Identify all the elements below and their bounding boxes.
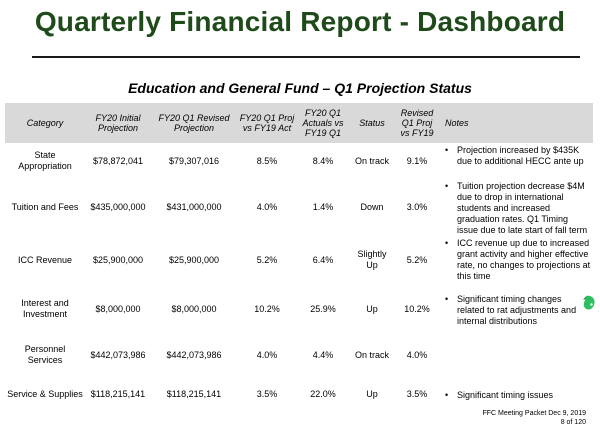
table-row: Interest and Investment $8,000,000 $8,00… <box>5 284 593 334</box>
col-header-notes: Notes <box>439 103 593 143</box>
cell-notes: • Significant timing issues <box>439 376 593 412</box>
cell-proj-vs: 5.2% <box>256 254 278 265</box>
note-item: • Projection increased by $435K due to a… <box>445 145 591 167</box>
col-header-revised: FY20 Q1 Revised Projection <box>151 103 237 143</box>
cell-category: Interest and Investment <box>21 298 69 319</box>
cell-status: Down <box>360 202 384 212</box>
cell-actuals-vs: 1.4% <box>312 202 334 212</box>
cell-actuals-vs: 22.0% <box>310 388 336 399</box>
cell-revised: $442,073,986 <box>166 349 222 360</box>
table-row: State Appropriation $78,872,041 $79,307,… <box>5 143 593 179</box>
col-header-category: Category <box>5 103 85 143</box>
cell-revised-vs: 9.1% <box>406 155 428 166</box>
cell-initial: $78,872,041 <box>92 155 144 166</box>
table-row: ICC Revenue $25,900,000 $25,900,000 5.2%… <box>5 236 593 284</box>
cell-revised-vs: 4.0% <box>406 349 428 360</box>
footer-meeting-label: FFC Meeting Packet Dec 9, 2019 <box>482 410 587 417</box>
cell-proj-vs: 4.0% <box>256 202 278 212</box>
cell-category: State Appropriation <box>18 150 72 171</box>
cell-actuals-vs: 8.4% <box>312 155 334 166</box>
cell-status: On track <box>354 349 389 360</box>
cell-notes <box>439 334 593 376</box>
col-header-initial: FY20 Initial Projection <box>85 103 151 143</box>
table-header-row: Category FY20 Initial Projection FY20 Q1… <box>5 103 593 143</box>
col-header-revised-vs: Revised Q1 Proj vs FY19 <box>395 103 439 143</box>
table-row: Personnel Services $442,073,986 $442,073… <box>5 334 593 376</box>
cell-revised: $431,000,000 <box>166 202 222 212</box>
table-row: Service & Supplies $118,215,141 $118,215… <box>5 376 593 412</box>
note-item: • Significant timing changes related to … <box>445 294 591 327</box>
cell-initial: $435,000,000 <box>90 202 146 212</box>
bullet-icon: • <box>445 238 449 248</box>
title-divider <box>32 56 580 58</box>
cell-revised-vs: 10.2% <box>404 303 430 314</box>
cell-initial: $118,215,141 <box>90 388 146 399</box>
cell-category: Tuition and Fees <box>11 202 79 212</box>
cell-initial: $8,000,000 <box>95 303 141 314</box>
cell-proj-vs: 3.5% <box>256 388 278 399</box>
cell-category: Personnel Services <box>24 344 66 365</box>
projection-table: Category FY20 Initial Projection FY20 Q1… <box>5 103 593 412</box>
cell-status: Up <box>366 388 378 399</box>
footer-page-number: 8 of 120 <box>560 419 586 426</box>
section-subtitle: Education and General Fund – Q1 Projecti… <box>128 80 472 96</box>
note-item: • Significant timing issues <box>445 390 591 401</box>
cell-revised-vs: 3.0% <box>406 202 428 212</box>
table-row: Tuition and Fees $435,000,000 $431,000,0… <box>5 179 593 236</box>
note-text: Tuition projection decrease $4M due to d… <box>457 181 588 235</box>
cell-status: On track <box>354 155 389 166</box>
cell-initial: $442,073,986 <box>90 349 146 360</box>
col-header-actuals-vs: FY20 Q1 Actuals vs FY19 Q1 <box>297 103 349 143</box>
cell-revised: $8,000,000 <box>171 303 217 314</box>
cell-notes: • ICC revenue up due to increased grant … <box>439 236 593 284</box>
cell-proj-vs: 8.5% <box>256 155 278 166</box>
evernote-leaf-icon[interactable] <box>582 295 596 311</box>
cell-actuals-vs: 25.9% <box>310 303 336 314</box>
cell-status: Slightly Up <box>357 249 387 270</box>
col-header-proj-vs: FY20 Q1 Proj vs FY19 Act <box>237 103 297 143</box>
cell-notes: • Projection increased by $435K due to a… <box>439 143 593 179</box>
cell-category: ICC Revenue <box>17 254 73 265</box>
bullet-icon: • <box>445 389 449 400</box>
cell-revised: $25,900,000 <box>168 254 220 265</box>
cell-notes: • Significant timing changes related to … <box>439 284 593 334</box>
cell-notes: • Tuition projection decrease $4M due to… <box>439 179 593 236</box>
note-text: ICC revenue up due to increased grant ac… <box>457 238 591 281</box>
note-text: Projection increased by $435K due to add… <box>457 145 584 166</box>
cell-revised-vs: 5.2% <box>406 254 428 265</box>
cell-category: Service & Supplies <box>7 388 83 399</box>
cell-proj-vs: 4.0% <box>256 349 278 360</box>
cell-actuals-vs: 6.4% <box>312 254 334 265</box>
col-header-status: Status <box>349 103 395 143</box>
note-text: Significant timing changes related to ra… <box>457 293 577 326</box>
bullet-icon: • <box>445 145 449 155</box>
cell-revised: $118,215,141 <box>166 388 222 399</box>
note-item: • Tuition projection decrease $4M due to… <box>445 181 591 236</box>
note-item: • ICC revenue up due to increased grant … <box>445 238 591 282</box>
cell-revised-vs: 3.5% <box>406 388 428 399</box>
note-text: Significant timing issues <box>457 389 554 400</box>
bullet-icon: • <box>445 181 449 191</box>
cell-actuals-vs: 4.4% <box>312 349 334 360</box>
cell-initial: $25,900,000 <box>92 254 144 265</box>
cell-revised: $79,307,016 <box>168 155 220 166</box>
page-footer: FFC Meeting Packet Dec 9, 2019 8 of 120 <box>483 409 587 427</box>
cell-proj-vs: 10.2% <box>254 303 280 314</box>
bullet-icon: • <box>445 293 449 304</box>
page-title: Quarterly Financial Report - Dashboard <box>34 6 566 37</box>
cell-status: Up <box>366 303 378 314</box>
